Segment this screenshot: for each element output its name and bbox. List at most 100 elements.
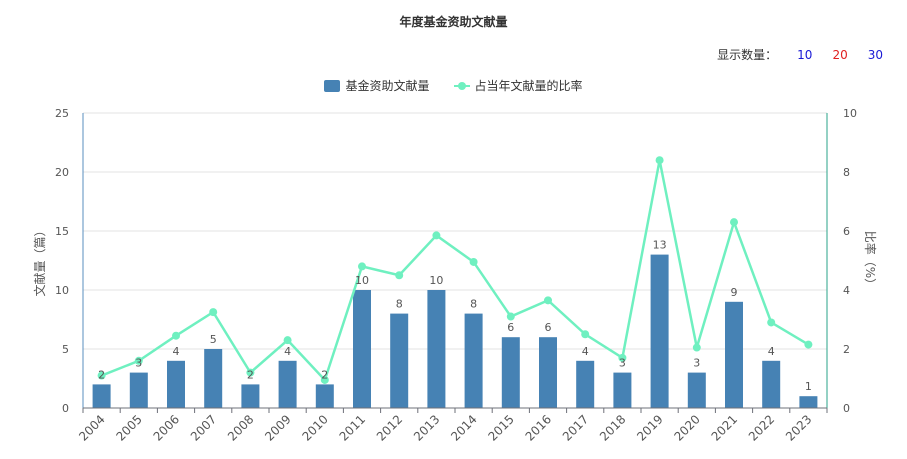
- ratio-point: [209, 308, 218, 317]
- bar: [799, 396, 818, 408]
- y-right-tick-label: 10: [843, 107, 857, 120]
- bar: [353, 290, 371, 408]
- legend-item-line-series[interactable]: 占当年文献量的比率: [453, 77, 583, 94]
- x-tick-label: 2016: [523, 412, 554, 443]
- legend-label-line-series: 占当年文献量的比率: [474, 79, 583, 93]
- x-tick-label: 2004: [76, 412, 107, 443]
- bar: [204, 349, 223, 408]
- bar-value-label: 5: [210, 333, 217, 346]
- x-tick-label: 2011: [337, 412, 368, 443]
- y-right-axis-title: 比率（%）: [863, 231, 878, 290]
- x-tick-label: 2013: [411, 412, 442, 443]
- bar-value-label: 8: [470, 298, 477, 311]
- y-left-axis-title: 文献量（篇）: [32, 224, 47, 296]
- bar-value-label: 10: [429, 274, 443, 287]
- y-right-tick-label: 4: [843, 284, 850, 297]
- x-tick-label: 2021: [709, 412, 740, 443]
- bar: [650, 254, 669, 408]
- legend-line-swatch: [453, 80, 470, 92]
- legend-bar-swatch: [324, 79, 341, 92]
- chart-legend: 基金资助文献量 占当年文献量的比率: [0, 77, 907, 94]
- ratio-point: [134, 356, 143, 365]
- bar: [539, 337, 557, 408]
- bar-value-label: 10: [355, 274, 369, 287]
- y-right-tick-label: 0: [843, 402, 850, 415]
- legend-label-bar-series: 基金资助文献量: [345, 79, 430, 93]
- bar-value-label: 4: [173, 345, 180, 358]
- ratio-point: [395, 271, 404, 280]
- ratio-point: [283, 336, 292, 345]
- x-tick-label: 2017: [560, 412, 591, 443]
- y-left-tick-label: 15: [55, 225, 69, 238]
- ratio-point: [618, 353, 627, 362]
- ratio-point: [730, 218, 738, 227]
- ratio-point: [469, 257, 478, 266]
- ratio-point: [581, 330, 590, 339]
- x-tick-label: 2006: [151, 412, 182, 443]
- x-tick-label: 2015: [485, 412, 516, 443]
- ratio-point: [320, 375, 329, 384]
- bar-value-label: 6: [545, 321, 552, 334]
- bar: [576, 360, 595, 408]
- bar-value-label: 13: [653, 239, 667, 252]
- bar-value-label: 1: [805, 380, 812, 393]
- x-tick-label: 2018: [597, 412, 628, 443]
- bar: [315, 384, 334, 408]
- ratio-point: [544, 296, 552, 305]
- y-left-tick-label: 0: [62, 402, 69, 415]
- bar: [762, 360, 781, 408]
- x-tick-label: 2010: [299, 412, 330, 443]
- display-count-option-10[interactable]: 10: [797, 47, 813, 62]
- bar: [278, 360, 297, 408]
- display-count-selector: 显示数量： 10 20 30: [717, 46, 883, 63]
- grid-lines: [83, 112, 827, 350]
- bar: [129, 372, 148, 408]
- bar: [241, 384, 260, 408]
- x-tick-label: 2020: [671, 412, 702, 443]
- x-tick-label: 2014: [448, 412, 479, 443]
- bar: [427, 290, 446, 408]
- bar-value-label: 2: [321, 368, 328, 381]
- x-tick-label: 2022: [746, 412, 777, 443]
- x-tick-label: 2007: [188, 412, 219, 443]
- ratio-point: [692, 343, 701, 352]
- bar-value-label: 4: [582, 345, 589, 358]
- bar-value-label: 9: [731, 286, 738, 299]
- ratio-point: [767, 318, 776, 327]
- bar: [390, 313, 409, 408]
- bar-value-label: 2: [98, 368, 105, 381]
- chart-title: 年度基金资助文献量: [399, 15, 508, 29]
- bar-value-label: 3: [135, 357, 142, 370]
- display-count-option-30[interactable]: 30: [867, 47, 883, 62]
- x-tick-label: 2008: [225, 412, 256, 443]
- x-tick-label: 2012: [374, 412, 405, 443]
- bar-value-label: 4: [284, 345, 291, 358]
- bar-series: [92, 254, 818, 408]
- legend-item-bar-series[interactable]: 基金资助文献量: [324, 77, 430, 94]
- display-count-option-20[interactable]: 20: [832, 47, 848, 62]
- y-left-tick-label: 25: [55, 107, 69, 120]
- x-tick-label: 2009: [262, 412, 293, 443]
- bar-value-label: 2: [247, 368, 254, 381]
- y-left-tick-label: 5: [62, 343, 69, 356]
- ratio-point: [432, 231, 441, 240]
- display-count-label: 显示数量：: [717, 48, 778, 62]
- ratio-point: [506, 312, 515, 321]
- y-left-tick-label: 20: [55, 166, 69, 179]
- ratio-point: [804, 340, 813, 349]
- bar: [167, 360, 185, 408]
- x-tick-label: 2019: [634, 412, 665, 443]
- x-tick-label: 2023: [783, 412, 814, 443]
- bar-value-label: 6: [507, 321, 514, 334]
- bar: [613, 372, 632, 408]
- bar-value-label: 4: [768, 345, 775, 358]
- y-right-tick-label: 2: [843, 343, 850, 356]
- y-right-tick-label: 8: [843, 166, 850, 179]
- bar-value-label: 3: [619, 357, 626, 370]
- bar-value-label: 8: [396, 298, 403, 311]
- ratio-point: [246, 368, 255, 377]
- ratio-point: [358, 262, 366, 271]
- bar: [464, 313, 483, 408]
